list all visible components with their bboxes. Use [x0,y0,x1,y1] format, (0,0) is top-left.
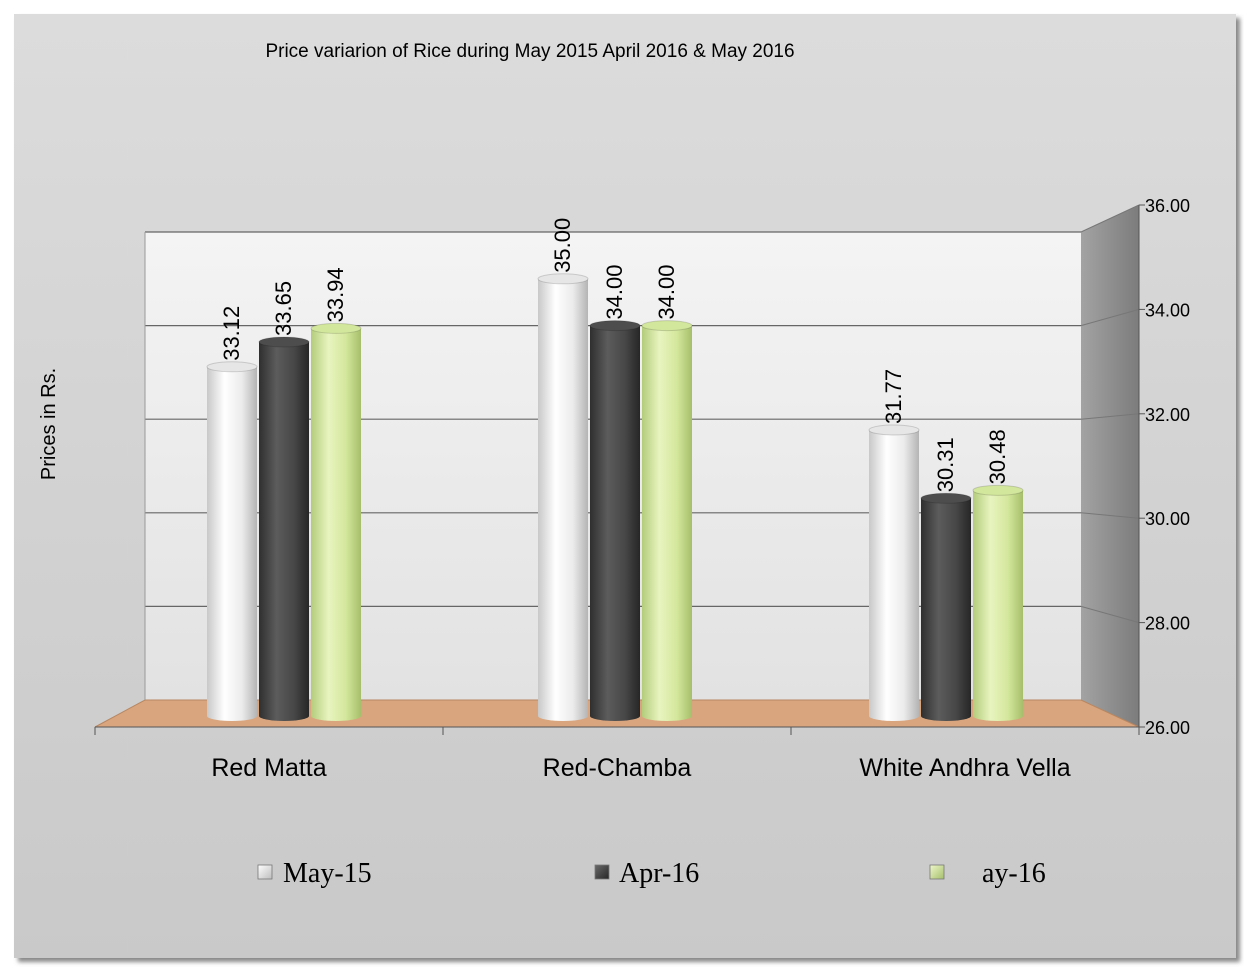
y-ticks: 26.00 28.00 30.00 32.00 34.00 36.00 [1139,196,1190,738]
y-tick-label: 30.00 [1145,509,1190,529]
category-label: Red-Chamba [543,754,692,782]
y-tick-label: 28.00 [1145,614,1190,634]
data-label: 33.12 [219,306,244,361]
bar-base [869,711,919,721]
bar-top [258,336,310,348]
bar-body [869,429,919,716]
chart-title: Price variarion of Rice during May 2015 … [265,41,794,62]
bar-base [590,711,640,721]
legend-label: May-15 [283,858,372,889]
y-tick-label: 32.00 [1145,405,1190,425]
value-labels: 33.12 35.00 31.77 33.65 34.00 30.31 33.94 34.00… [219,218,1010,493]
bar [641,320,693,721]
legend-swatch [257,864,273,880]
data-label: 35.00 [550,218,575,273]
data-label: 34.00 [602,265,627,320]
bar-top [310,322,362,334]
bar [920,492,972,721]
bar-top [868,424,920,436]
bar-base [311,711,361,721]
bar-top [206,361,258,373]
legend-label: ay-16 [982,858,1046,889]
bar [206,361,258,721]
data-label: 33.94 [323,267,348,322]
x-ticks: Red Matta Red-Chamba White Andhra Vella [94,727,1140,782]
bar-body [921,498,971,716]
gridline-side [1080,204,1140,233]
data-label: 30.31 [933,437,958,492]
bar-top [972,484,1024,496]
bar-top [920,492,972,504]
bar-body [538,278,588,716]
plot-side-wall [1081,205,1139,727]
bar-base [921,711,971,721]
bar-top [589,320,641,332]
bar-body [311,328,361,716]
category-label: White Andhra Vella [859,754,1070,782]
gridline-side [1080,308,1140,327]
bar [537,273,589,721]
gridline-side [1080,512,1140,519]
bar [589,320,641,721]
data-label: 33.65 [271,281,296,336]
legend-swatch [594,864,610,880]
bar-base [259,711,309,721]
bar-base [973,711,1023,721]
gridline-side [1080,605,1140,624]
legend: May-15 Apr-16 ay-16 [257,858,1046,889]
bar [310,322,362,721]
y-tick-label: 26.00 [1145,718,1190,738]
y-axis-title: Prices in Rs. [38,368,60,480]
bar-body [207,366,257,716]
y-tick-label: 34.00 [1145,300,1190,320]
data-label: 34.00 [654,265,679,320]
bars [206,273,1024,721]
bar-base [642,711,692,721]
bar-body [590,325,640,716]
bar-top [537,273,589,285]
data-label: 30.48 [985,429,1010,484]
gridline-side [1080,413,1140,420]
y-tick-label: 36.00 [1145,196,1190,216]
legend-label: Apr-16 [619,858,699,889]
bar-body [973,490,1023,716]
legend-swatch [929,864,945,880]
bar [972,484,1024,721]
category-label: Red Matta [211,754,326,782]
bar-body [642,325,692,716]
bar-top [641,320,693,332]
bar [868,424,920,721]
bar-base [538,711,588,721]
data-label: 31.77 [881,369,906,424]
bar [258,336,310,721]
bar-base [207,711,257,721]
bar-body [259,341,309,716]
